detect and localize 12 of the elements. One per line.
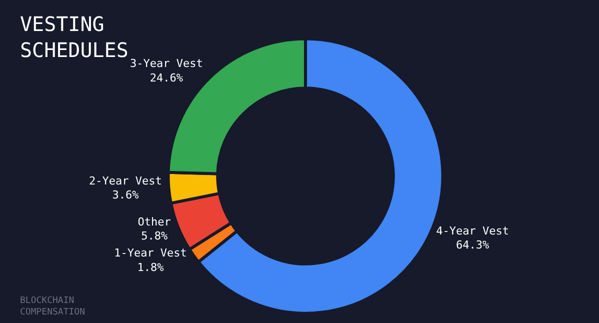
slice-label: 2-Year Vest bbox=[89, 174, 162, 188]
data-label: 3.6% bbox=[112, 188, 140, 202]
text: BLOCKCHAIN COMPENSATION bbox=[20, 296, 86, 318]
data-label: 24.6% bbox=[150, 71, 184, 84]
slice-label: 1-Year Vest bbox=[114, 246, 187, 260]
slice-label: Other bbox=[138, 215, 172, 228]
data-label: 64.3% bbox=[456, 238, 490, 252]
data-label: 5.8% bbox=[141, 230, 168, 243]
slice-label: 3-Year Vest bbox=[130, 57, 203, 70]
data-label: 1.8% bbox=[137, 261, 164, 274]
slice-label: 4-Year Vest bbox=[436, 224, 509, 238]
chart-title: VESTING SCHEDULES bbox=[20, 12, 128, 62]
